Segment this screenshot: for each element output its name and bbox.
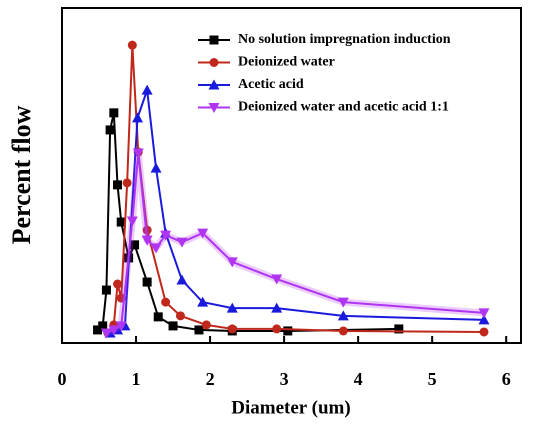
x-axis-label: Diameter (um)	[231, 397, 350, 418]
marker	[394, 324, 404, 334]
legend-label: Deionized water	[238, 55, 335, 70]
marker	[113, 279, 123, 289]
marker	[197, 296, 209, 307]
marker	[337, 310, 349, 321]
marker	[113, 180, 123, 190]
marker	[100, 328, 112, 339]
marker	[132, 148, 144, 159]
x-tick-label: 3	[280, 369, 289, 389]
marker	[478, 314, 490, 325]
marker	[194, 325, 204, 335]
marker	[272, 324, 282, 334]
series-line	[96, 112, 399, 332]
y-axis-label: Percent flow	[7, 105, 36, 244]
marker	[126, 216, 138, 227]
marker	[337, 297, 349, 308]
marker	[208, 103, 220, 113]
x-tick-label: 6	[502, 369, 511, 389]
marker	[116, 217, 126, 227]
marker	[93, 325, 103, 335]
x-tick-label: 0	[58, 369, 67, 389]
marker	[338, 326, 348, 336]
series-line	[106, 152, 485, 334]
marker	[271, 274, 283, 285]
marker	[176, 274, 188, 285]
marker	[479, 327, 489, 337]
marker	[150, 243, 162, 254]
marker	[141, 84, 153, 95]
marker	[209, 35, 219, 45]
marker	[130, 240, 140, 250]
series-line	[109, 89, 485, 334]
marker	[209, 58, 219, 67]
marker	[141, 235, 153, 246]
marker	[283, 326, 293, 336]
marker	[98, 321, 108, 331]
marker	[101, 285, 111, 295]
marker	[201, 320, 211, 330]
plot-frame	[61, 7, 522, 344]
marker	[150, 162, 162, 173]
x-tick-label: 5	[428, 369, 437, 389]
marker	[127, 40, 137, 50]
marker	[208, 79, 220, 90]
marker	[227, 324, 237, 334]
x-tick-label: 4	[354, 369, 363, 389]
marker	[160, 230, 172, 241]
marker	[132, 112, 144, 123]
marker	[478, 308, 490, 319]
marker	[153, 312, 163, 322]
marker	[197, 228, 209, 239]
marker	[168, 321, 178, 331]
marker	[108, 325, 120, 336]
marker	[226, 302, 238, 313]
marker	[161, 297, 171, 307]
legend-label: No solution impregnation induction	[238, 32, 451, 47]
x-tick-label: 1	[132, 369, 141, 389]
marker	[142, 277, 152, 287]
marker	[105, 125, 115, 135]
legend-label: Deionized water and acetic acid 1:1	[238, 100, 449, 115]
legend-label: Acetic acid	[238, 77, 304, 92]
marker	[115, 321, 127, 332]
marker	[122, 178, 132, 188]
marker	[226, 257, 238, 268]
marker	[271, 302, 283, 313]
x-tick-label: 2	[206, 369, 215, 389]
marker	[109, 108, 119, 118]
marker	[175, 311, 185, 321]
series-glow	[105, 152, 485, 337]
marker	[176, 237, 188, 248]
